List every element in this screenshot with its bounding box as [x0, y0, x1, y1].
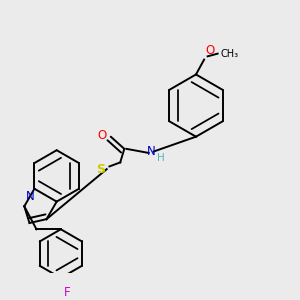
Text: O: O: [206, 44, 215, 57]
Text: O: O: [98, 129, 107, 142]
Text: CH₃: CH₃: [220, 49, 238, 59]
Text: S: S: [96, 163, 105, 176]
Text: H: H: [157, 153, 165, 163]
Text: N: N: [147, 145, 156, 158]
Text: N: N: [26, 190, 34, 203]
Text: F: F: [64, 286, 70, 299]
